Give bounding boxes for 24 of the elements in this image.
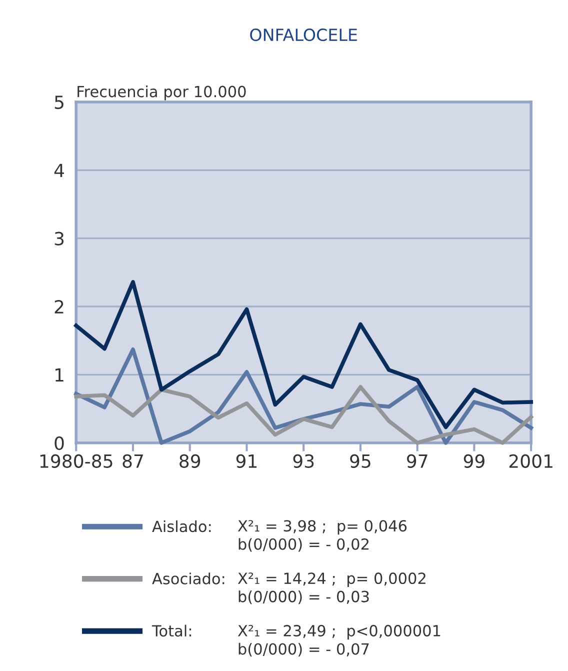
- y-tick-label: 2: [54, 300, 64, 314]
- legend-label: Total:: [152, 624, 192, 637]
- x-tick-label: 91: [236, 454, 257, 468]
- y-tick-label: 3: [54, 232, 64, 246]
- legend-label: Asociado:: [152, 572, 224, 584]
- chart-title: ONFALOCELE: [250, 28, 357, 42]
- y-tick-label: 4: [54, 164, 64, 178]
- text: X²₁ = 3,98 ; p= 0,046 b(0/000) = - 0,02: [238, 520, 407, 552]
- x-tick-label: 2001: [509, 454, 552, 468]
- x-tick-label: 93: [293, 454, 314, 468]
- text: X²₁ = 14,24 ; p= 0,0002 b(0/000) = - 0,03: [238, 572, 426, 604]
- legend-label: Aislado:: [152, 520, 211, 532]
- line-series: [74, 280, 534, 430]
- x-tick-label: 89: [180, 454, 200, 468]
- x-tick-label: 95: [350, 454, 370, 468]
- y-tick-label: 5: [54, 96, 64, 110]
- x-tick-label: 1980-85: [40, 454, 112, 468]
- x-tick-label: 99: [464, 454, 484, 468]
- y-tick-label: 1: [55, 368, 64, 382]
- text: X²₁ = 23,49 ; p<0,000001 b(0/000) = - 0,07: [238, 624, 440, 657]
- x-tick-label: 97: [406, 454, 428, 468]
- x-tick-label: 87: [122, 454, 143, 468]
- y-tick-label: 0: [54, 436, 64, 450]
- y-axis-title: Frecuencia por 10.000: [78, 86, 246, 100]
